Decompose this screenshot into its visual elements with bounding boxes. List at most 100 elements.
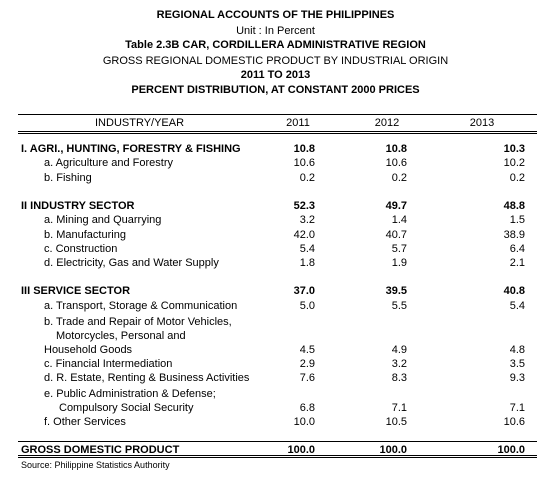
value-cell-2013: 5.4 <box>509 300 525 312</box>
value-cell-2012: 10.5 <box>385 416 407 428</box>
table-row: a. Transport, Storage & Communication 5.0… <box>0 299 551 313</box>
column-header-year: 2011 <box>286 117 310 129</box>
value-cell-2012: 0.2 <box>391 172 407 184</box>
value-cell-2013: 3.5 <box>509 358 525 370</box>
table-bottom-rule <box>18 455 537 458</box>
value-cell-2011: 42.0 <box>293 229 315 241</box>
row-label: GROSS DOMESTIC PRODUCT <box>21 444 180 456</box>
column-header-year: 2013 <box>469 117 495 129</box>
value-cell-2011: 10.6 <box>293 157 315 169</box>
table-row: b. Fishing 0.2 0.2 0.2 <box>0 171 551 185</box>
value-cell-2013: 100.0 <box>497 444 525 456</box>
value-cell-2013: 7.1 <box>509 402 525 414</box>
table-row: f. Other Services 10.0 10.5 10.6 <box>0 415 551 429</box>
value-cell-2012: 5.5 <box>391 300 407 312</box>
value-cell-2012: 10.6 <box>385 157 407 169</box>
value-cell-2013: 10.3 <box>503 143 525 155</box>
value-cell-2013: 1.5 <box>509 214 525 226</box>
period-label: 2011 TO 2013 <box>240 69 311 81</box>
source-note: Source: Philippine Statistics Authority <box>21 460 170 470</box>
value-cell-2011: 100.0 <box>287 444 315 456</box>
table-row: a. Mining and Quarrying 3.2 1.4 1.5 <box>0 213 551 227</box>
value-cell-2012: 1.9 <box>391 257 407 269</box>
table-title: Table 2.3B CAR, CORDILLERA ADMINISTRATIV… <box>125 39 426 51</box>
value-cell-2011: 2.9 <box>299 358 315 370</box>
row-label: Household Goods <box>44 344 133 356</box>
value-cell-2011: 6.8 <box>299 402 315 414</box>
table-row: Household Goods 4.5 4.9 4.8 <box>0 343 551 357</box>
row-label: e. Public Administration & Defense; <box>44 388 216 400</box>
total-row: GROSS DOMESTIC PRODUCT 100.0 100.0 100.0 <box>0 443 551 457</box>
column-header-year: 2012 <box>374 117 400 129</box>
value-cell-2013: 2.1 <box>509 257 525 269</box>
value-cell-2011: 37.0 <box>293 285 315 297</box>
column-header-industry: INDUSTRY/YEAR <box>95 117 185 129</box>
value-cell-2011: 3.2 <box>299 214 315 226</box>
table-row: d. Electricity, Gas and Water Supply 1.8 1… <box>0 256 551 270</box>
row-label: d. R. Estate, Renting & Business Activit… <box>44 372 250 384</box>
report-title: REGIONAL ACCOUNTS OF THE PHILIPPINES <box>156 9 395 21</box>
value-cell-2012: 4.9 <box>391 344 407 356</box>
row-label: Compulsory Social Security <box>59 402 194 414</box>
table-row: a. Agriculture and Forestry 10.6 10.6 10.2 <box>0 156 551 170</box>
row-label: c. Construction <box>44 243 118 255</box>
table-row: Compulsory Social Security 6.8 7.1 7.1 <box>0 401 551 415</box>
value-cell-2013: 6.4 <box>509 243 525 255</box>
unit-label: Unit : In Percent <box>236 25 315 37</box>
value-cell-2013: 9.3 <box>509 372 525 384</box>
value-cell-2012: 49.7 <box>385 200 407 212</box>
value-cell-2012: 39.5 <box>385 285 407 297</box>
sector-row: II INDUSTRY SECTOR 52.3 49.7 48.8 <box>0 199 551 213</box>
value-cell-2013: 0.2 <box>509 172 525 184</box>
row-label: Motorcycles, Personal and <box>56 330 186 342</box>
value-cell-2013: 10.6 <box>503 416 525 428</box>
row-label: a. Agriculture and Forestry <box>44 157 174 169</box>
value-cell-2013: 38.9 <box>503 229 525 241</box>
value-cell-2011: 5.4 <box>299 243 315 255</box>
row-label: II INDUSTRY SECTOR <box>21 200 135 212</box>
table-row: e. Public Administration & Defense; <box>0 387 551 401</box>
table-row: b. Manufacturing 42.0 40.7 38.9 <box>0 228 551 242</box>
value-cell-2011: 52.3 <box>293 200 315 212</box>
value-cell-2012: 7.1 <box>391 402 407 414</box>
value-cell-2012: 5.7 <box>391 243 407 255</box>
value-cell-2011: 1.8 <box>299 257 315 269</box>
table-row: c. Financial Intermediation 2.9 3.2 3.5 <box>0 357 551 371</box>
measure-label: PERCENT DISTRIBUTION, AT CONSTANT 2000 P… <box>131 84 420 96</box>
value-cell-2013: 4.8 <box>509 344 525 356</box>
value-cell-2011: 10.0 <box>293 416 315 428</box>
value-cell-2011: 0.2 <box>299 172 315 184</box>
table-subtitle: GROSS REGIONAL DOMESTIC PRODUCT BY INDUS… <box>102 55 449 67</box>
value-cell-2013: 48.8 <box>503 200 525 212</box>
value-cell-2011: 5.0 <box>299 300 315 312</box>
table-top-rule <box>18 114 537 115</box>
sector-row: I. AGRI., HUNTING, FORESTRY & FISHING 10.… <box>0 142 551 156</box>
value-cell-2012: 1.4 <box>391 214 407 226</box>
row-label: a. Transport, Storage & Communication <box>44 300 238 312</box>
table-row: c. Construction 5.4 5.7 6.4 <box>0 242 551 256</box>
table-row: Motorcycles, Personal and <box>0 329 551 343</box>
value-cell-2012: 10.8 <box>385 143 407 155</box>
row-label: a. Mining and Quarrying <box>44 214 162 226</box>
value-cell-2012: 8.3 <box>391 372 407 384</box>
total-top-rule <box>18 441 537 442</box>
value-cell-2011: 10.8 <box>293 143 315 155</box>
value-cell-2011: 7.6 <box>299 372 315 384</box>
value-cell-2012: 40.7 <box>385 229 407 241</box>
sector-row: III SERVICE SECTOR 37.0 39.5 40.8 <box>0 284 551 298</box>
row-label: III SERVICE SECTOR <box>21 285 131 297</box>
row-label: d. Electricity, Gas and Water Supply <box>44 257 219 269</box>
value-cell-2011: 4.5 <box>299 344 315 356</box>
row-label: c. Financial Intermediation <box>44 358 173 370</box>
table-row: d. R. Estate, Renting & Business Activit… <box>0 371 551 385</box>
row-label: b. Fishing <box>44 172 92 184</box>
row-label: I. AGRI., HUNTING, FORESTRY & FISHING <box>21 143 241 155</box>
header-separator-rule <box>18 131 537 134</box>
row-label: b. Trade and Repair of Motor Vehicles, <box>44 316 232 328</box>
row-label: b. Manufacturing <box>44 229 126 241</box>
value-cell-2012: 100.0 <box>379 444 407 456</box>
table-row: b. Trade and Repair of Motor Vehicles, <box>0 315 551 329</box>
value-cell-2013: 40.8 <box>503 285 525 297</box>
value-cell-2012: 3.2 <box>391 358 407 370</box>
value-cell-2013: 10.2 <box>503 157 525 169</box>
